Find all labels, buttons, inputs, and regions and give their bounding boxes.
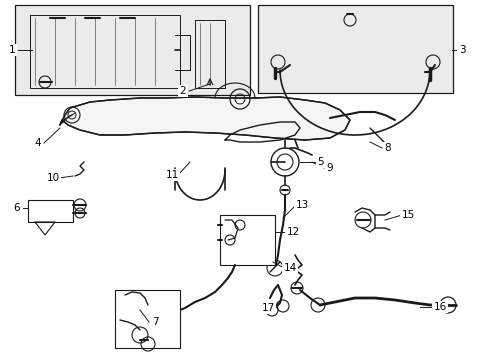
Bar: [258, 5, 452, 93]
Bar: [28, 200, 73, 222]
Text: 8: 8: [384, 143, 390, 153]
Text: 11: 11: [165, 170, 178, 180]
Text: 15: 15: [401, 210, 414, 220]
Text: 3: 3: [458, 45, 465, 55]
Bar: [15, 5, 249, 95]
Text: 7: 7: [151, 317, 158, 327]
Text: 16: 16: [432, 302, 446, 312]
Text: 14: 14: [283, 263, 296, 273]
Text: 17: 17: [261, 303, 274, 313]
Text: 9: 9: [326, 163, 333, 173]
Bar: [220, 215, 274, 265]
Text: 12: 12: [286, 227, 299, 237]
Text: 2: 2: [179, 86, 186, 96]
Bar: [115, 290, 180, 348]
Text: 1: 1: [9, 45, 15, 55]
Text: 5: 5: [317, 157, 324, 167]
Text: 13: 13: [295, 200, 308, 210]
Text: 6: 6: [14, 203, 20, 213]
Text: 4: 4: [35, 138, 41, 148]
Text: 10: 10: [46, 173, 60, 183]
Polygon shape: [60, 97, 349, 140]
